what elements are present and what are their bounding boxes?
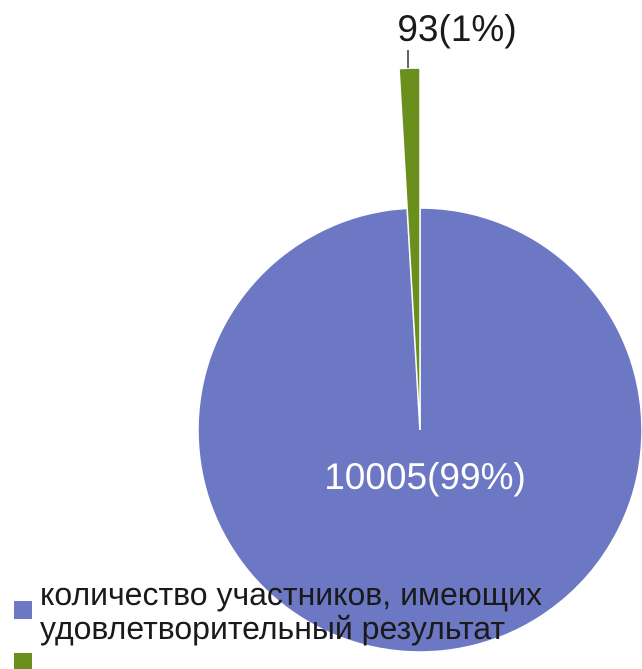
legend-swatch-2 bbox=[14, 653, 32, 669]
legend-label-1: количество участников, имеющих удовлетво… bbox=[40, 577, 640, 645]
data-label-slice-1: 10005(99%) bbox=[300, 456, 550, 498]
legend-item-1: количество участников, имеющих удовлетво… bbox=[14, 577, 642, 623]
legend-item-2 bbox=[14, 653, 642, 669]
legend-swatch-1 bbox=[14, 601, 32, 619]
data-label-slice-2: 93(1%) bbox=[372, 8, 542, 50]
legend: количество участников, имеющих удовлетво… bbox=[14, 577, 642, 669]
